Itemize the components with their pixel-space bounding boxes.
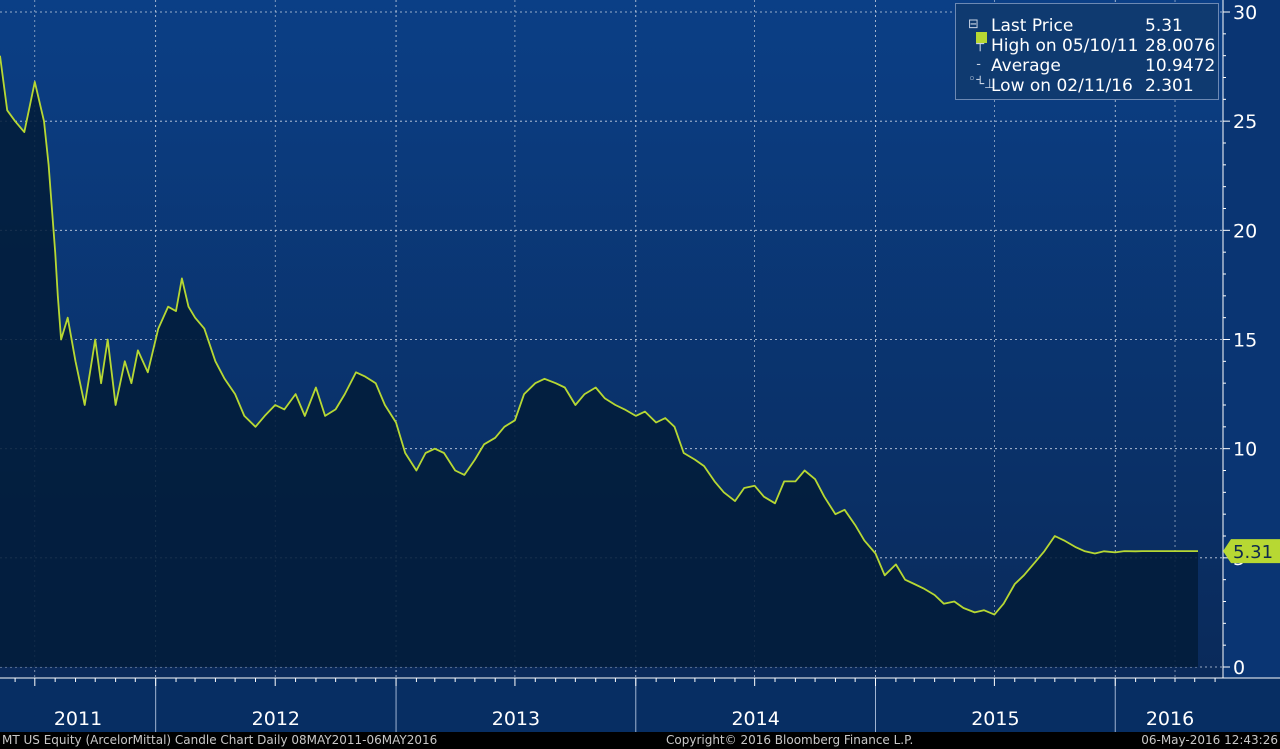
footer-copyright: Copyright© 2016 Bloomberg Finance L.P. — [666, 733, 914, 747]
legend-row-average[interactable]: -◦- Average 10.9472 — [956, 56, 1218, 87]
x-year-label: 2014 — [731, 708, 779, 730]
legend-value: 28.0076 — [1145, 36, 1216, 56]
price-line — [0, 55, 1198, 616]
legend-value: 10.9472 — [1145, 56, 1216, 76]
y-tick-label: 15 — [1233, 330, 1257, 352]
y-tick-label: 30 — [1233, 2, 1257, 24]
x-axis-panel — [0, 678, 1280, 732]
x-year-label: 2013 — [492, 708, 540, 730]
square-swatch-icon: ⊟ — [968, 17, 988, 48]
last-price-tag: 5.31 — [1223, 539, 1280, 564]
legend-value: 2.301 — [1145, 76, 1194, 96]
x-year-label: 2012 — [252, 708, 300, 730]
x-year-label: 2015 — [971, 708, 1019, 730]
legend-row-high[interactable]: ┬ High on 05/10/11 28.0076 — [956, 36, 1218, 56]
legend-row-low[interactable]: └⊥ Low on 02/11/16 2.301 — [956, 76, 1218, 96]
last-price-tag-label: 5.31 — [1233, 542, 1273, 563]
legend-label: Average — [991, 56, 1061, 76]
price-area-fill — [0, 55, 1198, 667]
chart-legend[interactable]: ⊟ Last Price 5.31 ┬ High on 05/10/11 28.… — [955, 3, 1219, 100]
last-price-tag-shape — [1223, 539, 1280, 564]
footer-timestamp: 06-May-2016 12:43:26 — [1141, 733, 1278, 747]
legend-row-last-price[interactable]: ⊟ Last Price 5.31 — [956, 16, 1218, 43]
legend-value: 5.31 — [1145, 16, 1183, 36]
footer-bar: MT US Equity (ArcelorMittal) Candle Char… — [0, 732, 1280, 749]
y-axis-panel — [1223, 0, 1280, 678]
x-year-label: 2016 — [1146, 708, 1194, 730]
footer-security-info: MT US Equity (ArcelorMittal) Candle Char… — [2, 733, 438, 747]
axis-labels: 051015202530201120122013201420152016 — [54, 2, 1257, 730]
legend-label: Low on 02/11/16 — [991, 76, 1133, 96]
axes — [0, 0, 1280, 732]
legend-label: Last Price — [991, 16, 1074, 36]
y-tick-label: 20 — [1233, 220, 1257, 242]
low-marker-icon: └⊥ — [968, 77, 996, 92]
y-tick-label: 25 — [1233, 111, 1257, 133]
price-area — [0, 55, 1198, 667]
y-tick-label: 0 — [1233, 657, 1245, 679]
high-marker-icon: ┬ — [968, 37, 985, 52]
x-year-label: 2011 — [54, 708, 102, 730]
average-marker-icon: -◦- — [968, 57, 981, 87]
y-tick-label: 10 — [1233, 439, 1257, 461]
legend-label: High on 05/10/11 — [991, 36, 1139, 56]
